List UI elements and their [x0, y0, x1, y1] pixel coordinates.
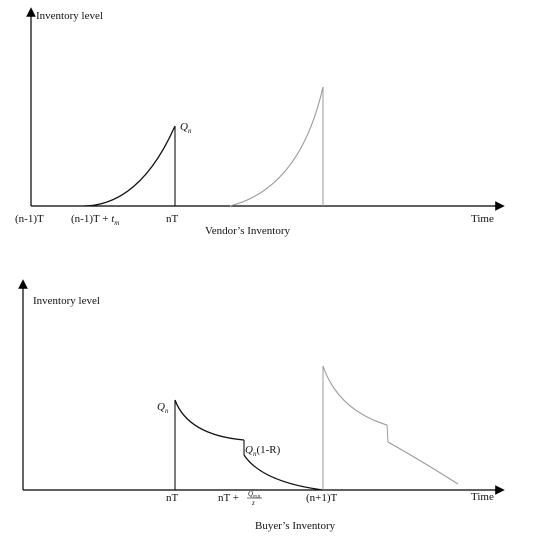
buyer-tick-mid: nT + Qm,n z — [218, 490, 262, 507]
buyer-tick-start: nT — [166, 492, 179, 504]
buyer-x-axis-label: Time — [471, 491, 494, 503]
vendor-x-axis-label: Time — [471, 213, 494, 225]
vendor-tick-end: nT — [166, 213, 179, 225]
buyer-current-depletion-1 — [174, 399, 245, 441]
buyer-y-axis-label: Inventory level — [33, 295, 100, 307]
buyer-tick-mid-denominator: z — [251, 499, 255, 507]
buyer-next-depletion-2 — [387, 441, 459, 485]
buyer-next-depletion-1 — [322, 365, 388, 426]
vendor-panel: Inventory level Time Qn (n-1)T (n-1)T + … — [15, 7, 505, 237]
vendor-current-cycle-curve — [83, 125, 176, 207]
buyer-peak-label: Qn — [157, 401, 169, 415]
vendor-tick-start: (n-1)T — [15, 213, 44, 225]
buyer-tick-end: (n+1)T — [306, 492, 338, 504]
buyer-current-depletion-2 — [243, 454, 324, 491]
vendor-caption: Vendor’s Inventory — [205, 225, 291, 237]
vendor-peak-label: Qn — [180, 121, 192, 135]
buyer-tick-mid-prefix: nT + — [218, 492, 239, 504]
vendor-next-cycle-curve — [229, 86, 324, 207]
buyer-caption: Buyer’s Inventory — [255, 520, 336, 532]
buyer-after-return-label: Qn(1-R) — [245, 444, 281, 458]
buyer-panel: Inventory level Time Qn Qn(1-R) nT nT + … — [18, 279, 505, 532]
buyer-tick-mid-numerator: Qm,n — [248, 490, 261, 500]
buyer-next-return-drop — [386, 424, 389, 443]
vendor-tick-production-start: (n-1)T + tm — [71, 213, 119, 227]
vendor-y-axis-label: Inventory level — [36, 10, 103, 22]
